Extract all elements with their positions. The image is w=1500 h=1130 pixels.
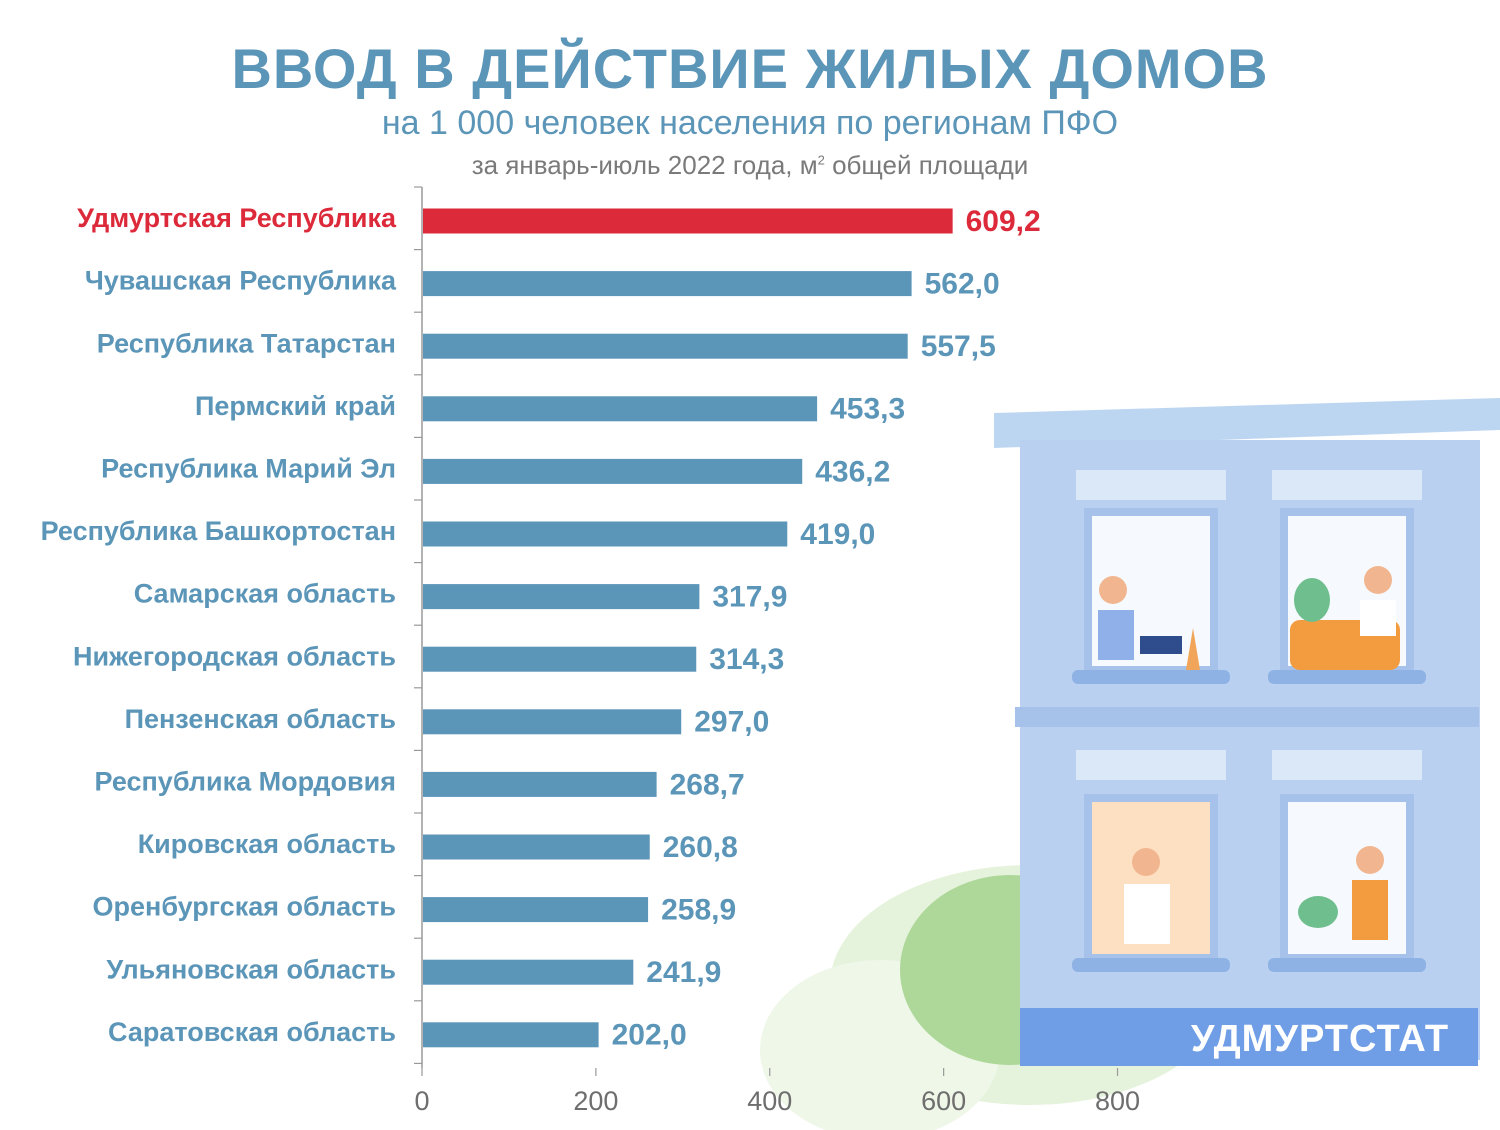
x-tick-label: 200 bbox=[573, 1086, 618, 1116]
chart-title: ВВОД В ДЕЙСТВИЕ ЖИЛЫХ ДОМОВ bbox=[231, 37, 1269, 100]
data-label: 297,0 bbox=[694, 706, 769, 739]
data-label: 314,3 bbox=[709, 643, 784, 676]
data-label: 557,5 bbox=[921, 330, 996, 363]
data-label: 268,7 bbox=[670, 768, 745, 801]
bar bbox=[423, 646, 697, 672]
data-label: 419,0 bbox=[800, 518, 875, 551]
bar bbox=[423, 521, 788, 547]
category-label: Пензенская область bbox=[125, 704, 396, 734]
category-label: Республика Башкортостан bbox=[41, 516, 396, 546]
bar bbox=[423, 458, 803, 484]
data-label: 317,9 bbox=[712, 581, 787, 614]
bar bbox=[423, 271, 912, 297]
chart-unit-note: за январь-июль 2022 года, м2 общей площа… bbox=[0, 150, 1500, 181]
brand-label: УДМУРТСТАТ bbox=[1190, 1018, 1450, 1060]
x-tick-label: 400 bbox=[747, 1086, 792, 1116]
x-tick-label: 800 bbox=[1095, 1086, 1140, 1116]
data-label: 453,3 bbox=[830, 393, 905, 426]
bar bbox=[423, 897, 649, 923]
category-label: Нижегородская область bbox=[73, 641, 396, 671]
category-label: Чувашская Республика bbox=[85, 266, 397, 296]
building bbox=[994, 398, 1500, 1066]
bar bbox=[423, 959, 634, 985]
bar bbox=[423, 1022, 599, 1048]
category-label: Ульяновская область bbox=[106, 954, 396, 984]
category-label: Саратовская область bbox=[108, 1017, 396, 1047]
category-label: Оренбургская область bbox=[93, 892, 397, 922]
data-label: 436,2 bbox=[815, 455, 890, 488]
category-label: Самарская область bbox=[134, 579, 396, 609]
category-label: Республика Мордовия bbox=[94, 767, 396, 797]
bar bbox=[423, 584, 700, 610]
data-label: 609,2 bbox=[966, 205, 1041, 238]
bar bbox=[423, 396, 818, 422]
category-label: Пермский край bbox=[195, 391, 396, 421]
chart-subtitle: на 1 000 человек населения по регионам П… bbox=[381, 104, 1119, 142]
bar bbox=[423, 709, 682, 735]
data-label: 562,0 bbox=[925, 268, 1000, 301]
bar bbox=[423, 834, 650, 860]
data-label: 260,8 bbox=[663, 831, 738, 864]
category-label: Удмуртская Республика bbox=[77, 203, 397, 233]
data-label: 258,9 bbox=[661, 894, 736, 927]
unit-prefix: за январь-июль 2022 года, м bbox=[471, 150, 818, 180]
unit-sup: 2 bbox=[817, 152, 825, 168]
bar bbox=[423, 771, 657, 797]
x-tick-label: 600 bbox=[921, 1086, 966, 1116]
category-label: Республика Марий Эл bbox=[101, 454, 396, 484]
category-label: Кировская область bbox=[138, 829, 396, 859]
unit-suffix: общей площади bbox=[824, 150, 1029, 180]
x-tick-label: 0 bbox=[414, 1086, 429, 1116]
category-label: Республика Татарстан bbox=[97, 328, 396, 358]
bar bbox=[423, 208, 953, 234]
data-label: 202,0 bbox=[612, 1019, 687, 1052]
data-label: 241,9 bbox=[646, 956, 721, 989]
bar bbox=[423, 333, 908, 359]
